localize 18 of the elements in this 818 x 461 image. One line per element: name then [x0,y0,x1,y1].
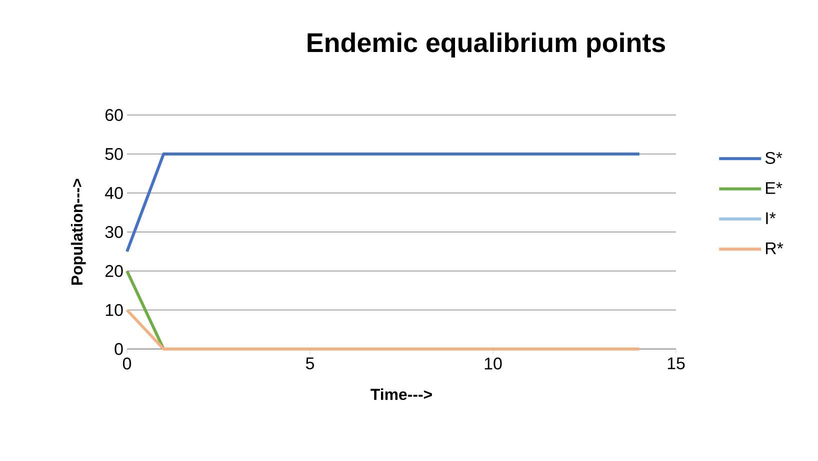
legend-label: R* [766,242,784,254]
x-tick-label: 0 [122,358,132,370]
y-tick-label: 50 [105,148,123,160]
x-axis-title: Time---> [370,388,432,400]
y-tick-label: 20 [106,265,123,278]
x-tick-label: 5 [306,358,314,370]
legend-label: S* [765,152,782,164]
y-tick-label: 40 [105,187,123,200]
legend-label: I* [766,212,776,224]
y-axis-title: Population---> [70,178,86,285]
legend-label: E* [766,182,782,194]
x-tick-label: 10 [484,358,502,370]
y-tick-label: 0 [114,343,123,355]
y-tick-label: 60 [106,109,123,122]
x-tick-label: 15 [668,358,685,370]
y-tick-label: 30 [105,226,123,238]
chart-title: Endemic equalibrium points [308,32,666,58]
y-tick-label: 10 [106,304,123,316]
